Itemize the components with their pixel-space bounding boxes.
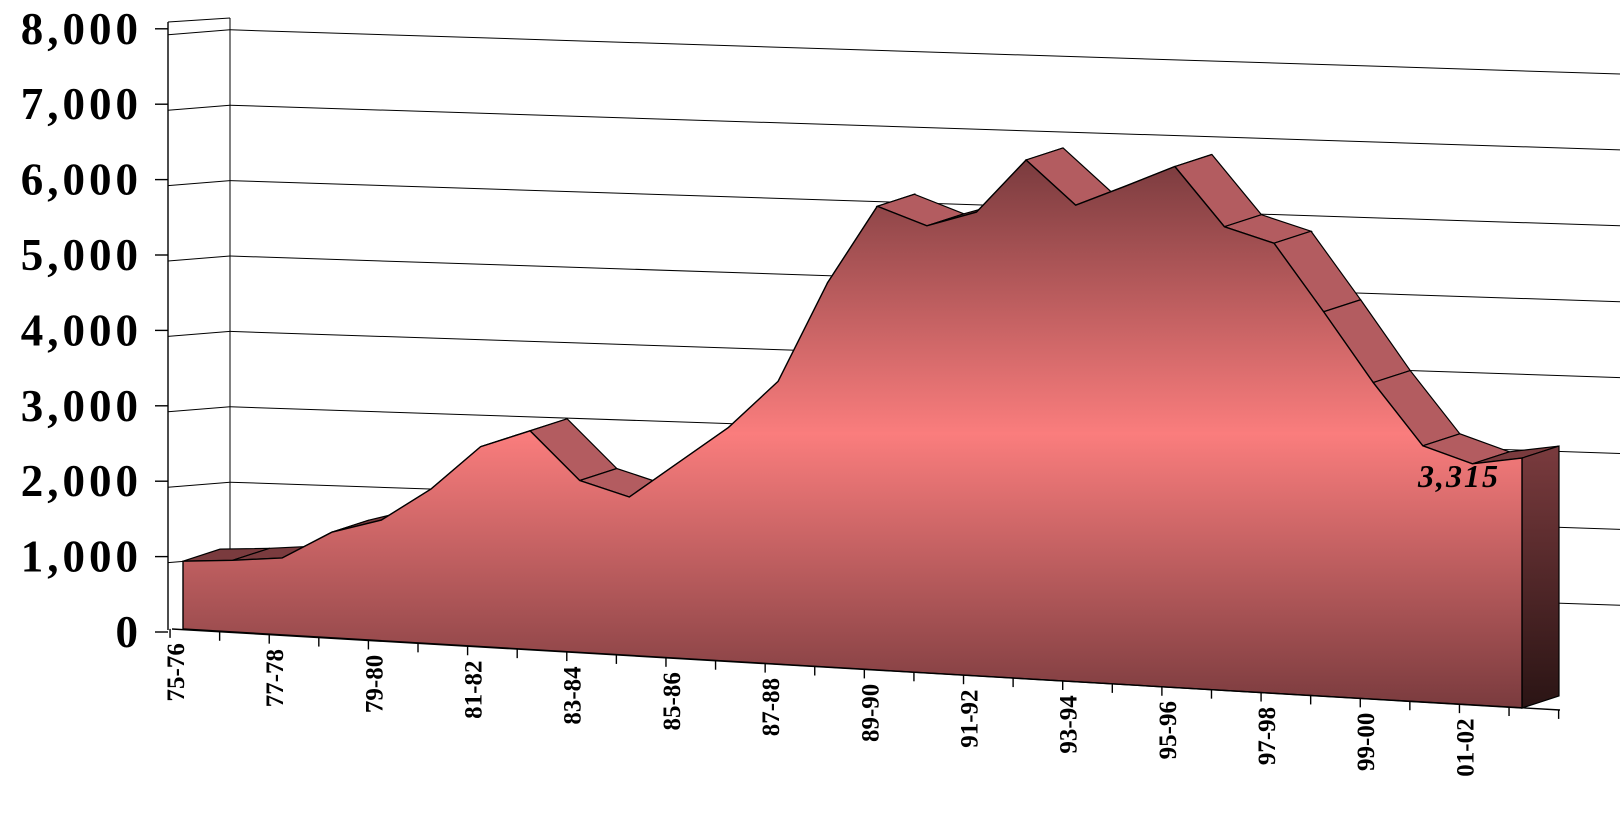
- x-tick-label: 75-76: [163, 643, 190, 701]
- gridline-back: [229, 104, 1620, 151]
- gridline-side: [167, 255, 231, 262]
- area-front-face: [182, 159, 1523, 709]
- data-label: 3,315: [1417, 458, 1500, 494]
- gridline-side: [167, 29, 231, 36]
- x-tick-label: 95-96: [1155, 701, 1182, 759]
- y-tick-label: 2,000: [21, 456, 142, 506]
- area-side-face: [1521, 445, 1560, 709]
- x-axis-line: [171, 628, 1561, 711]
- gridline-side: [167, 406, 231, 413]
- area-series: [182, 147, 1560, 709]
- x-tick-label: 01-02: [1452, 718, 1479, 776]
- x-tick-label: 79-80: [361, 655, 388, 713]
- y-tick-label: 6,000: [21, 155, 142, 205]
- x-tick-label: 99-00: [1353, 713, 1380, 771]
- gridline-side: [167, 481, 231, 488]
- x-tick-label: 87-88: [758, 678, 785, 736]
- y-tick-label: 3,000: [21, 381, 142, 431]
- x-tick-label: 89-90: [857, 684, 884, 742]
- gridline-side: [167, 104, 231, 111]
- y-tick-label: 7,000: [21, 79, 142, 129]
- x-tick-label: 81-82: [461, 661, 488, 719]
- y-tick-label: 1,000: [21, 532, 142, 582]
- y-axis-ticks: 0 1,000 2,000 3,000 4,000 5,000 6,000 7,000 8,00…: [21, 4, 143, 657]
- y-tick-label: 8,000: [21, 4, 142, 54]
- x-tick-label: 77-78: [262, 649, 289, 707]
- x-tick-label: 97-98: [1254, 707, 1281, 765]
- data-labels: 3,315: [1417, 458, 1500, 494]
- y-tick-label: 5,000: [21, 230, 142, 280]
- side-wall-top: [167, 17, 231, 23]
- x-tick-label: 85-86: [659, 672, 686, 730]
- gridline-back: [229, 29, 1620, 75]
- x-tick-label: 91-92: [956, 689, 983, 747]
- x-tick-label: 83-84: [560, 666, 587, 725]
- y-tick-label: 0: [116, 607, 143, 657]
- x-tick-label: 93-94: [1056, 695, 1083, 754]
- gridline-side: [167, 330, 231, 337]
- x-axis-ticks: 75-76 77-78 79-80 81-82 83-84 85-86 87-88 89-90…: [163, 628, 1561, 777]
- y-tick-label: 4,000: [21, 305, 142, 355]
- gridline-side: [167, 180, 231, 187]
